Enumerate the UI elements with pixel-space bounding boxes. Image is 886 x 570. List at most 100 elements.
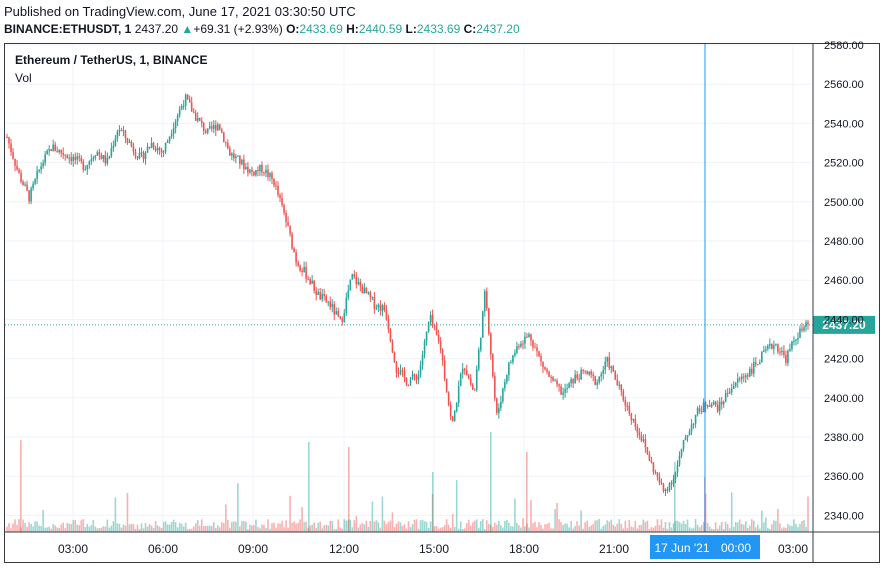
volume-bar xyxy=(532,523,534,532)
volume-bar xyxy=(779,523,781,532)
candle-body xyxy=(423,340,426,355)
volume-spike xyxy=(490,432,492,532)
volume-bar xyxy=(598,519,601,532)
volume-bar xyxy=(184,522,187,532)
volume-bar xyxy=(777,508,779,532)
candle-body xyxy=(275,185,277,187)
candle-body xyxy=(66,155,69,159)
candle-body xyxy=(417,374,420,380)
candle-body xyxy=(24,184,26,186)
candle-body xyxy=(150,142,153,148)
volume-bar xyxy=(365,520,368,532)
candle-body xyxy=(277,185,279,195)
volume-bar xyxy=(471,522,474,532)
volume-bar xyxy=(315,528,317,532)
volume-bar xyxy=(190,528,193,532)
candle-body xyxy=(726,392,729,394)
volume-bar xyxy=(96,528,99,532)
candle-body xyxy=(271,173,273,179)
volume-bar xyxy=(445,519,448,532)
candle-body xyxy=(90,159,93,162)
candle-body xyxy=(387,319,390,330)
y-tick-label: 2380.00 xyxy=(824,432,864,444)
volume-bar xyxy=(622,528,625,532)
volume-bar xyxy=(78,525,81,532)
volume-bar xyxy=(652,527,655,532)
volume-bar xyxy=(502,527,504,532)
candle-body xyxy=(212,125,215,129)
chart-frame[interactable] xyxy=(4,43,880,563)
candle-body xyxy=(335,311,338,315)
volume-bar xyxy=(144,523,147,532)
candle-body xyxy=(526,336,528,338)
volume-bar xyxy=(656,519,659,532)
candle-body xyxy=(172,128,175,135)
volume-bar xyxy=(580,510,582,532)
time-axis: 03:00 06:00 09:00 12:00 15:00 18:00 21:00 03:00 xyxy=(5,531,880,556)
candle-body xyxy=(429,315,432,323)
candle-body xyxy=(353,274,356,277)
volume-bar xyxy=(594,520,597,532)
volume-bar xyxy=(247,528,249,532)
volume-bar xyxy=(582,528,584,532)
candle-body xyxy=(544,367,546,370)
volume-bar xyxy=(714,522,717,532)
candle-body xyxy=(339,316,342,319)
volume-bar xyxy=(437,528,440,532)
candle-body xyxy=(200,120,203,123)
volume-bar xyxy=(678,521,681,532)
volume-bar xyxy=(608,521,611,532)
open-label: O: xyxy=(286,22,300,36)
volume-bar xyxy=(132,524,135,532)
candle-body xyxy=(624,400,627,406)
candle-body xyxy=(265,169,267,174)
volume-bar xyxy=(269,528,271,532)
volume-bar xyxy=(461,528,464,532)
candle-body xyxy=(700,411,703,413)
volume-bar xyxy=(421,519,424,532)
candle-body xyxy=(373,297,376,309)
candle-body xyxy=(775,344,777,346)
volume-bar xyxy=(634,520,637,532)
volume-bar xyxy=(206,525,209,532)
volume-bar xyxy=(469,525,472,532)
volume-bar xyxy=(560,522,562,532)
candle-body xyxy=(504,381,506,389)
candle-body xyxy=(186,94,189,100)
candle-body xyxy=(644,439,647,448)
candle-body xyxy=(616,379,619,386)
candle-body xyxy=(313,280,315,291)
volume-bar xyxy=(419,520,422,532)
volume-bar xyxy=(10,528,12,532)
volume-bar xyxy=(32,526,34,532)
candle-body xyxy=(40,166,42,170)
candle-body xyxy=(714,401,717,405)
candle-body xyxy=(206,128,209,133)
volume-bar xyxy=(451,513,454,532)
candle-body xyxy=(682,440,685,449)
candle-body xyxy=(520,343,522,347)
volume-bar xyxy=(393,527,396,532)
volume-bar xyxy=(241,521,243,532)
candle-body xyxy=(620,384,623,391)
candle-body xyxy=(718,401,721,412)
candle-body xyxy=(22,181,24,186)
candle-body xyxy=(124,130,127,139)
volume-bar xyxy=(787,523,789,532)
candle-body xyxy=(698,408,701,412)
candle-body xyxy=(512,355,514,363)
candle-body xyxy=(56,151,58,153)
candle-body xyxy=(413,374,416,377)
candle-body xyxy=(401,370,404,372)
candle-body xyxy=(630,413,633,421)
volume-bar xyxy=(738,519,741,532)
x-tick-label: 09:00 xyxy=(238,542,268,556)
candle-body xyxy=(602,369,605,375)
candle-body xyxy=(592,374,594,377)
candle-body xyxy=(251,169,253,172)
candle-body xyxy=(570,379,572,384)
candle-body xyxy=(451,416,454,422)
candle-body xyxy=(16,165,18,170)
candle-body xyxy=(120,130,123,132)
